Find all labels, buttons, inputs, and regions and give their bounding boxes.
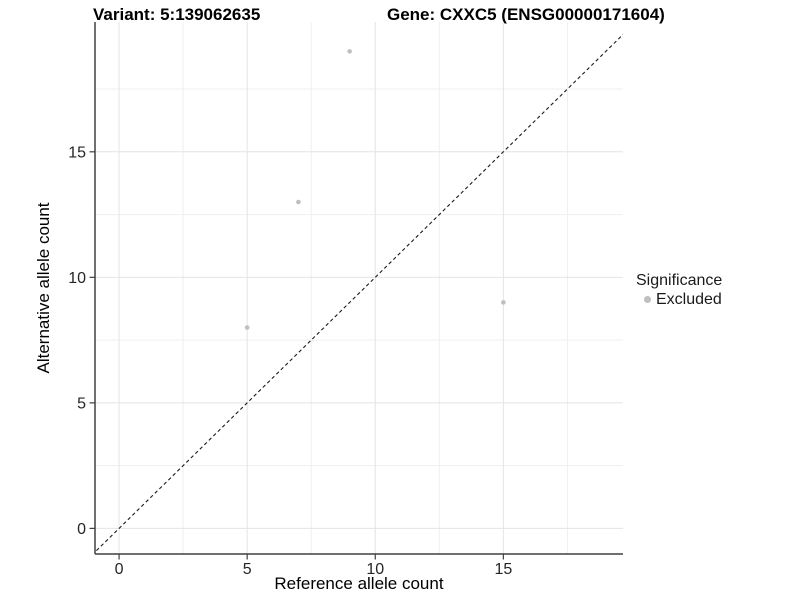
y-tick-label: 0 bbox=[77, 521, 86, 538]
variant-title: Variant: 5:139062635 bbox=[93, 5, 261, 24]
gene-title: Gene: CXXC5 (ENSG00000171604) bbox=[387, 5, 665, 24]
y-tick-label: 5 bbox=[77, 395, 86, 412]
data-point bbox=[296, 199, 301, 205]
legend: Significance Excluded bbox=[636, 271, 722, 309]
y-tick-label: 10 bbox=[68, 270, 86, 287]
legend-item-label: Excluded bbox=[656, 291, 722, 308]
x-tick-label: 5 bbox=[243, 561, 252, 578]
x-tick-label: 0 bbox=[115, 561, 124, 578]
y-tick-label: 15 bbox=[68, 144, 86, 161]
data-point bbox=[501, 300, 506, 305]
excluded-point-icon bbox=[644, 296, 651, 303]
y-axis-title: Alternative allele count bbox=[34, 202, 53, 373]
legend-item-excluded: Excluded bbox=[636, 290, 722, 309]
x-tick-label: 15 bbox=[494, 561, 512, 578]
identity-line bbox=[95, 33, 623, 553]
data-point bbox=[244, 325, 250, 330]
legend-title: Significance bbox=[636, 272, 723, 289]
x-axis-title: Reference allele count bbox=[274, 574, 443, 593]
data-point bbox=[347, 49, 352, 54]
x-tick-label: 10 bbox=[366, 561, 384, 578]
